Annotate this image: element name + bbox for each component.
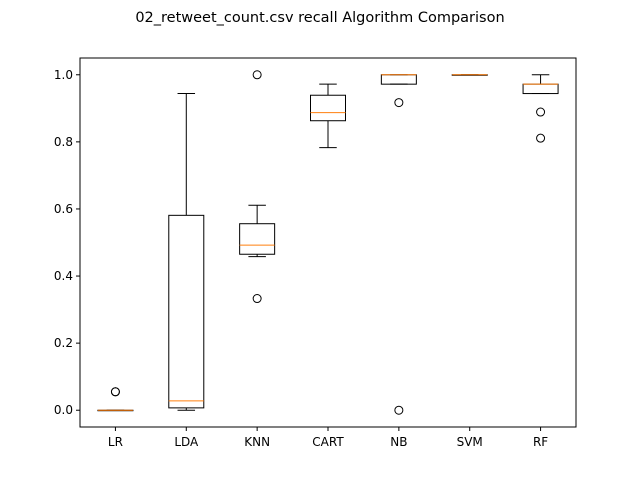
x-tick-label-cart: CART bbox=[312, 435, 344, 449]
y-tick-label: 0.8 bbox=[54, 135, 73, 149]
outlier-nb bbox=[394, 405, 404, 415]
y-tick-label: 0.6 bbox=[54, 202, 73, 216]
x-tick-label-svm: SVM bbox=[457, 435, 483, 449]
outlier-rf bbox=[536, 107, 546, 117]
y-tick-label: 1.0 bbox=[54, 68, 73, 82]
outlier-lr bbox=[110, 387, 120, 397]
x-tick-label-nb: NB bbox=[390, 435, 407, 449]
box-cart bbox=[310, 94, 346, 122]
box-lda bbox=[168, 214, 205, 409]
outlier-nb bbox=[394, 98, 404, 108]
y-tick-label: 0.2 bbox=[54, 336, 73, 350]
outlier-knn bbox=[252, 294, 262, 304]
x-tick-label-knn: KNN bbox=[244, 435, 270, 449]
y-tick-label: 0.4 bbox=[54, 269, 73, 283]
x-tick-label-rf: RF bbox=[533, 435, 548, 449]
y-tick-label: 0.0 bbox=[54, 403, 73, 417]
plot-area-frame bbox=[79, 57, 577, 428]
outlier-knn bbox=[252, 70, 262, 80]
box-rf bbox=[522, 83, 559, 95]
box-knn bbox=[239, 223, 276, 255]
box-nb bbox=[380, 74, 417, 85]
outlier-rf bbox=[536, 133, 546, 143]
x-tick-label-lr: LR bbox=[108, 435, 123, 449]
x-tick-label-lda: LDA bbox=[174, 435, 199, 449]
chart-title: 02_retweet_count.csv recall Algorithm Co… bbox=[135, 10, 504, 26]
